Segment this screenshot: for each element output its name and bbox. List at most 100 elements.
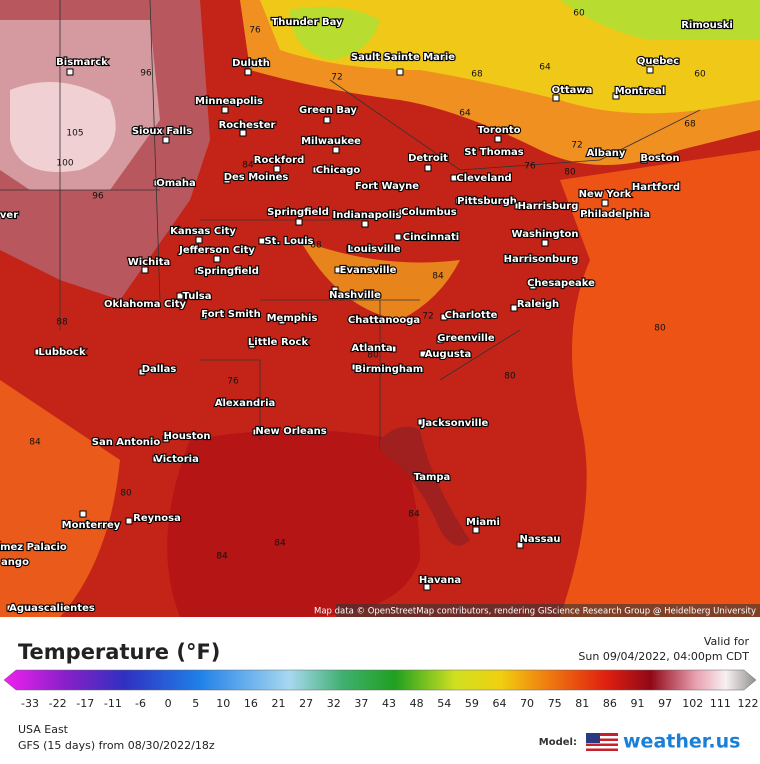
city-marker [312, 166, 320, 174]
contour-label: 80 [367, 351, 379, 361]
city-label: Memphis [267, 313, 318, 324]
city-label: Pittsburgh [457, 196, 517, 207]
city-marker [79, 510, 87, 518]
city-marker [504, 256, 512, 264]
city-label: Cleveland [456, 173, 511, 184]
city-marker [252, 428, 260, 436]
colorbar-tick-label: -11 [104, 697, 122, 710]
city-label: Raleigh [517, 299, 559, 310]
city-marker [332, 146, 340, 154]
city-label: Bismarck [56, 57, 108, 68]
city-label: Atlanta [351, 343, 392, 354]
contour-label: 76 [249, 26, 261, 36]
city-label: Milwaukee [301, 136, 361, 147]
city-label: Springfield [267, 207, 329, 218]
city-marker [450, 174, 458, 182]
city-label: Alexandria [215, 398, 276, 409]
colorbar-tick-label: 86 [603, 697, 617, 710]
city-marker [424, 164, 432, 172]
city-label: New York [579, 189, 632, 200]
city-label: Monterrey [62, 520, 121, 531]
city-label: Green Bay [299, 105, 357, 116]
city-label: Rimouski [681, 20, 733, 31]
city-label: Greenville [437, 333, 495, 344]
city-label: Omaha [156, 178, 196, 189]
contour-label: 96 [140, 69, 152, 79]
city-label: Nassau [520, 534, 561, 545]
contour-label: 80 [120, 489, 132, 499]
colorbar-tick-label: 48 [410, 697, 424, 710]
city-marker [419, 350, 427, 358]
city-labels: Thunder Bay Bismarck Duluth Sault Sainte Ma… [0, 16, 734, 615]
city-marker [646, 66, 654, 74]
city-marker [394, 233, 402, 241]
city-label: Aguascalientes [9, 603, 95, 614]
city-marker [239, 129, 247, 137]
city-marker [223, 176, 231, 184]
city-marker [295, 218, 303, 226]
city-label: Sault Sainte Marie [351, 52, 455, 63]
city-label: Lubbock [38, 347, 86, 358]
colorbar-tick-label: 37 [354, 697, 368, 710]
colorbar-tick-label: 32 [327, 697, 341, 710]
city-marker [582, 210, 590, 218]
city-marker [352, 314, 360, 322]
city-marker [91, 438, 99, 446]
city-marker [66, 68, 74, 76]
city-label: Detroit [408, 153, 448, 164]
city-label: Tulsa [183, 291, 212, 302]
contour-label: 80 [564, 168, 576, 178]
city-marker [529, 282, 537, 290]
city-label: Harrisonburg [504, 254, 579, 265]
city-marker [221, 106, 229, 114]
map: 105 100 96 96 76 72 68 64 60 60 64 68 72 76 80 84 88 84 72… [0, 0, 760, 617]
city-label: New Orleans [255, 426, 326, 437]
city-marker [510, 304, 518, 312]
city-label: Montreal [615, 86, 666, 97]
contour-label: 84 [242, 161, 254, 171]
city-marker [334, 266, 342, 274]
valid-time: Sun 09/04/2022, 04:00pm CDT [578, 650, 749, 663]
city-marker [361, 220, 369, 228]
city-label: ango [1, 557, 29, 568]
city-marker [415, 473, 423, 481]
cool-area [290, 0, 760, 60]
city-marker [218, 397, 226, 405]
city-label: St Thomas [464, 147, 523, 158]
colorbar-tick-label: 75 [548, 697, 562, 710]
city-label: Wichita [128, 257, 170, 268]
colorbar-tick-label: -17 [76, 697, 94, 710]
city-marker [472, 526, 480, 534]
city-label: San Antonio [92, 437, 161, 448]
city-label: Little Rock [248, 337, 309, 348]
city-label: Toronto [478, 125, 521, 136]
colorbar-tick-label: -33 [21, 697, 39, 710]
city-label: Rockford [254, 155, 304, 166]
city-marker [162, 136, 170, 144]
city-marker [331, 286, 339, 294]
city-label: Springfield [197, 266, 259, 277]
city-label: ver [0, 210, 18, 221]
contour-label: 64 [539, 63, 551, 73]
city-label: Chesapeake [527, 278, 595, 289]
city-marker [590, 149, 598, 157]
city-marker [633, 183, 641, 191]
city-marker [396, 68, 404, 76]
city-label: Fort Smith [201, 309, 260, 320]
colorbar-tick-label: 21 [272, 697, 286, 710]
colorbar-ticks: -33 -22 -17 -11 -6 0 5 10 16 21 27 32 37 43 48 54 59 64 70… [21, 697, 758, 710]
colorbar-tick-label: 59 [465, 697, 479, 710]
city-label: Jacksonville [421, 418, 489, 429]
colorbar-tick-label: 97 [658, 697, 672, 710]
colorbar-tick-label: 102 [682, 697, 703, 710]
city-marker [323, 116, 331, 124]
city-label: St. Louis [264, 236, 313, 247]
contour-label: 60 [573, 9, 585, 19]
colorbar-tick-label: 43 [382, 697, 396, 710]
contour-label: 76 [227, 377, 239, 387]
city-label: Tampa [414, 472, 451, 483]
city-marker [131, 300, 139, 308]
flag [586, 733, 618, 751]
colorbar-tick-label: -22 [49, 697, 67, 710]
